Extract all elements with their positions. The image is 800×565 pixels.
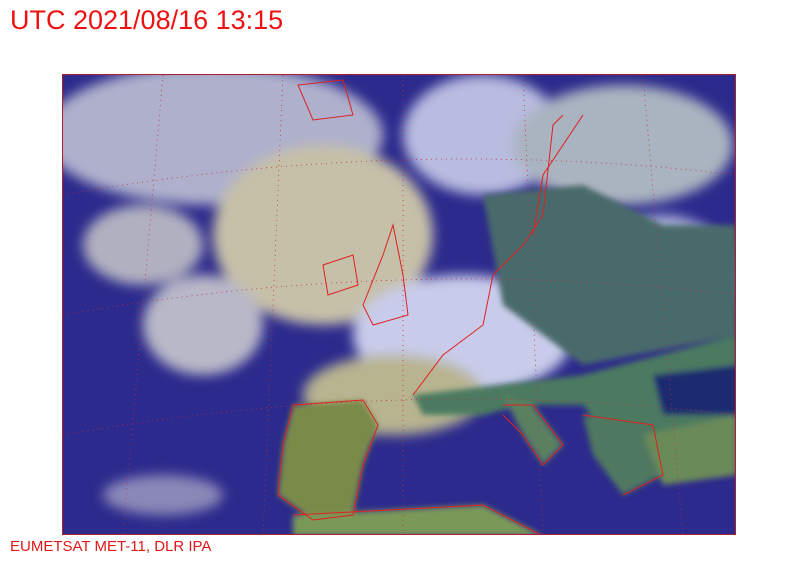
graticule <box>63 75 735 534</box>
data-source-credit: EUMETSAT MET-11, DLR IPA <box>10 538 212 555</box>
satellite-image <box>62 74 736 535</box>
coastlines <box>277 79 664 534</box>
land-masses <box>278 185 735 534</box>
timestamp-title: UTC 2021/08/16 13:15 <box>10 5 284 35</box>
